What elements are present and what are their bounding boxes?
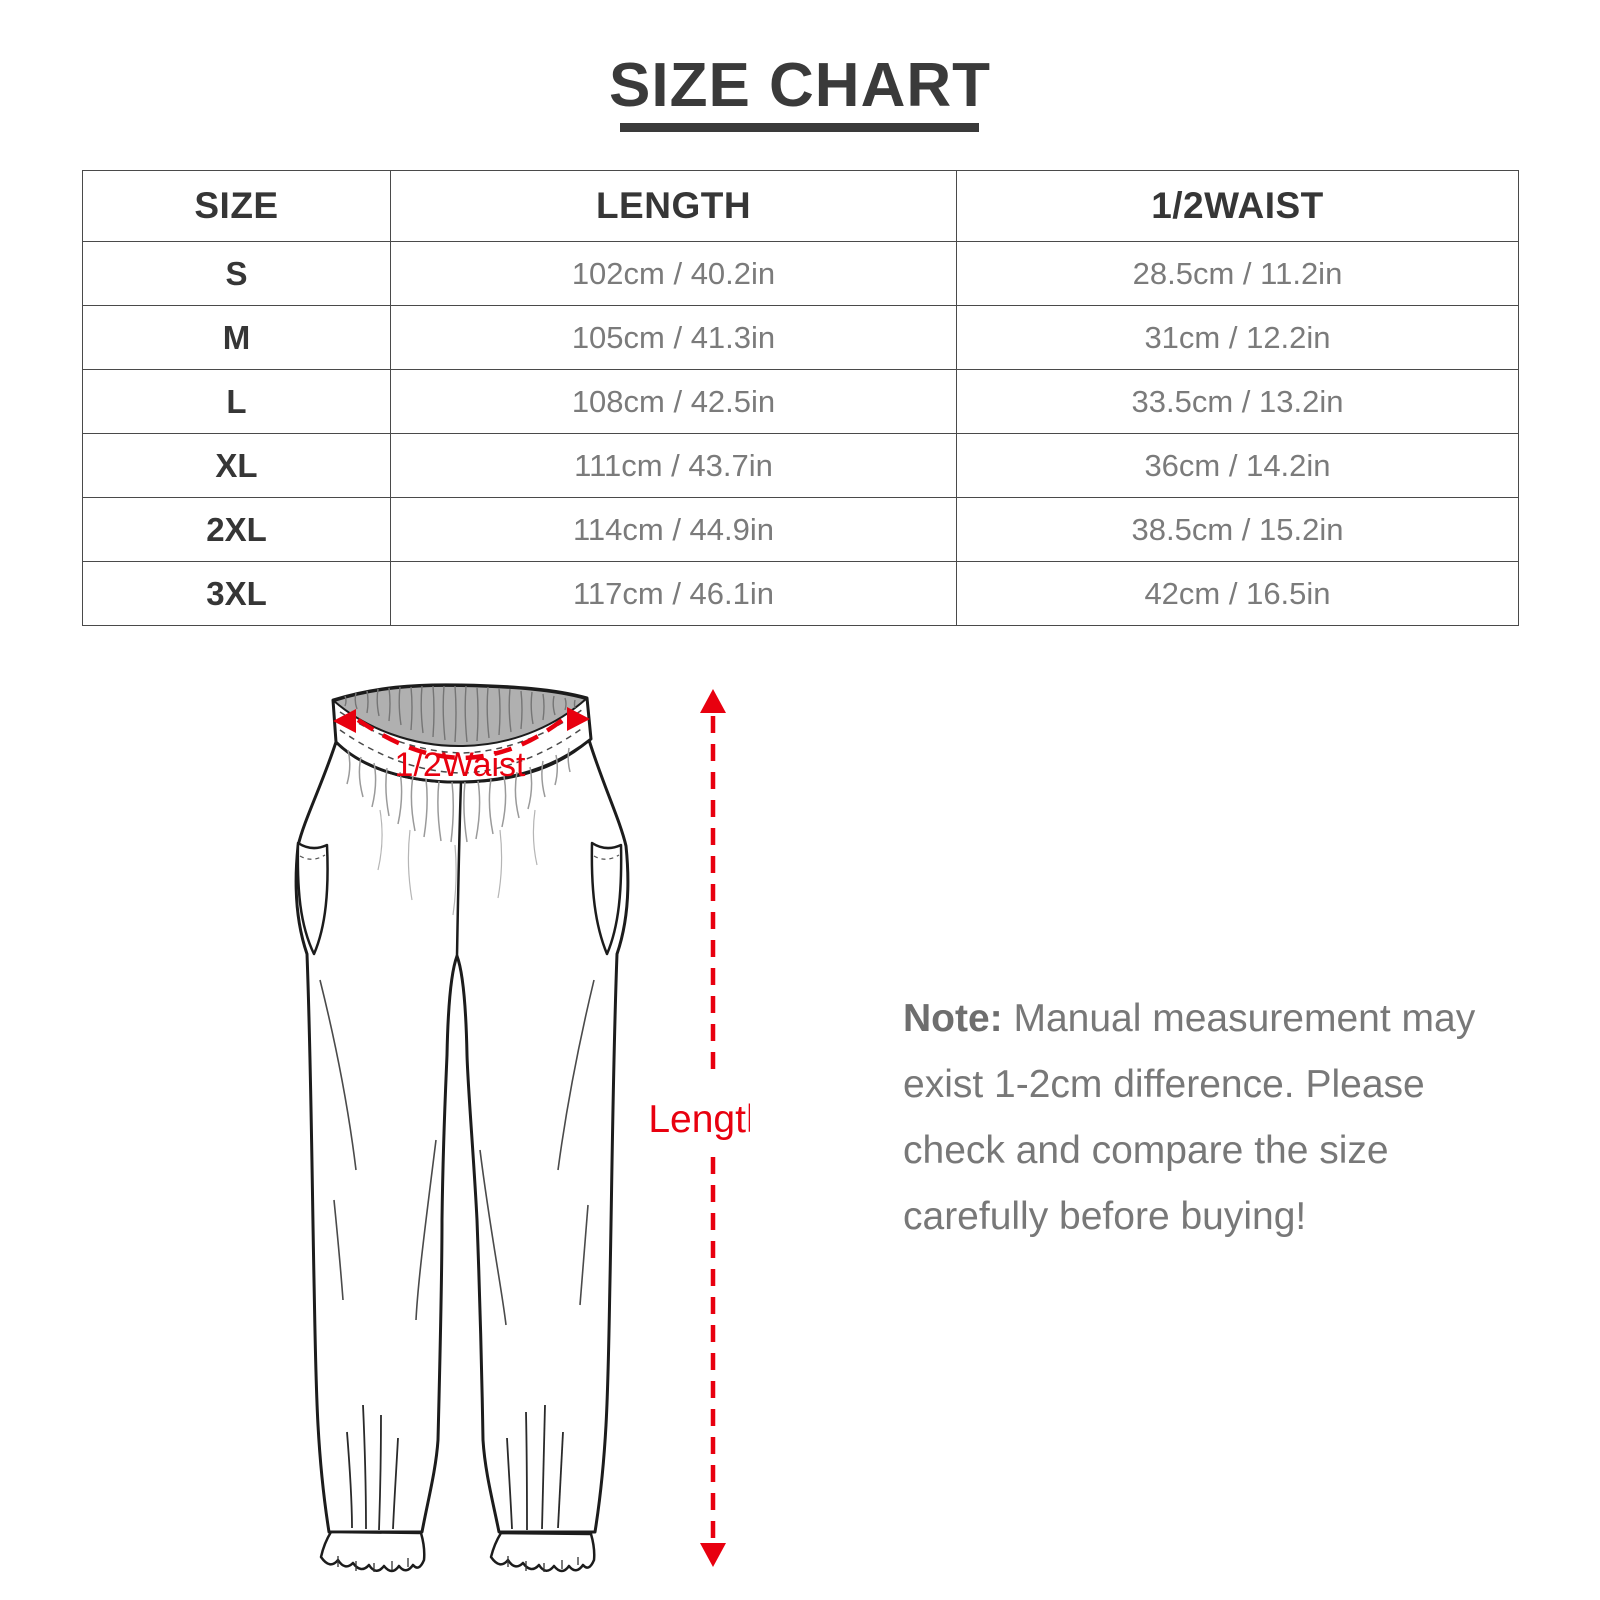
measurement-note: Note: Manual measurement may exist 1-2cm…	[903, 986, 1493, 1250]
waist-strands	[377, 809, 538, 916]
length-arrowhead-top	[700, 689, 726, 713]
left-cuff	[319, 1530, 426, 1573]
table-row: S 102cm / 40.2in 28.5cm / 11.2in	[82, 241, 1519, 306]
length-cell: 102cm / 40.2in	[390, 241, 957, 306]
table-row: 2XL 114cm / 44.9in 38.5cm / 15.2in	[82, 497, 1519, 562]
right-pocket	[590, 841, 623, 956]
size-cell: S	[82, 241, 391, 306]
waist-cell: 31cm / 12.2in	[956, 305, 1519, 370]
length-cell: 111cm / 43.7in	[390, 433, 957, 498]
fold-lines	[319, 979, 595, 1326]
left-pocket	[296, 841, 329, 956]
table-row: L 108cm / 42.5in 33.5cm / 13.2in	[82, 369, 1519, 434]
length-cell: 105cm / 41.3in	[390, 305, 957, 370]
right-cuff	[489, 1531, 596, 1573]
size-cell: L	[82, 369, 391, 434]
pants-measurement-diagram: 1/2Waist Length	[294, 683, 750, 1573]
table-row: XL 111cm / 43.7in 36cm / 14.2in	[82, 433, 1519, 498]
length-cell: 117cm / 46.1in	[390, 561, 957, 626]
waist-cell: 33.5cm / 13.2in	[956, 369, 1519, 434]
cuff-gathers	[346, 1404, 564, 1531]
col-header-waist: 1/2WAIST	[956, 170, 1519, 242]
length-label: Length	[648, 1098, 750, 1141]
length-cell: 114cm / 44.9in	[390, 497, 957, 562]
length-arrowhead-bottom	[700, 1543, 726, 1567]
note-text: Manual measurement may exist 1-2cm diffe…	[903, 997, 1476, 1238]
waist-arrowhead-left	[333, 709, 356, 733]
size-cell: M	[82, 305, 391, 370]
note-label: Note:	[903, 997, 1003, 1040]
waistband-elastic	[331, 684, 589, 748]
size-cell: 2XL	[82, 497, 391, 562]
size-table: SIZE LENGTH 1/2WAIST S 102cm / 40.2in 28…	[82, 170, 1519, 626]
table-row: 3XL 117cm / 46.1in 42cm / 16.5in	[82, 561, 1519, 626]
col-header-length: LENGTH	[390, 170, 957, 242]
waist-cell: 42cm / 16.5in	[956, 561, 1519, 626]
table-header-row: SIZE LENGTH 1/2WAIST	[82, 170, 1519, 242]
waistband	[331, 683, 593, 916]
table-row: M 105cm / 41.3in 31cm / 12.2in	[82, 305, 1519, 370]
length-cell: 108cm / 42.5in	[390, 369, 957, 434]
waist-arrow	[333, 707, 590, 761]
col-header-size: SIZE	[82, 170, 391, 242]
length-arrow	[700, 689, 726, 1567]
pants-outline	[294, 738, 630, 1573]
waist-cell: 28.5cm / 11.2in	[956, 241, 1519, 306]
waist-cell: 38.5cm / 15.2in	[956, 497, 1519, 562]
elastic-ribs	[344, 685, 576, 743]
title-underline	[620, 123, 979, 132]
center-seam	[455, 781, 463, 957]
size-cell: 3XL	[82, 561, 391, 626]
waist-cell: 36cm / 14.2in	[956, 433, 1519, 498]
waist-label: 1/2Waist	[394, 746, 526, 784]
waist-gathering	[346, 747, 571, 843]
page-title: SIZE CHART	[609, 51, 991, 120]
size-cell: XL	[82, 433, 391, 498]
waist-arrowhead-right	[567, 707, 590, 731]
